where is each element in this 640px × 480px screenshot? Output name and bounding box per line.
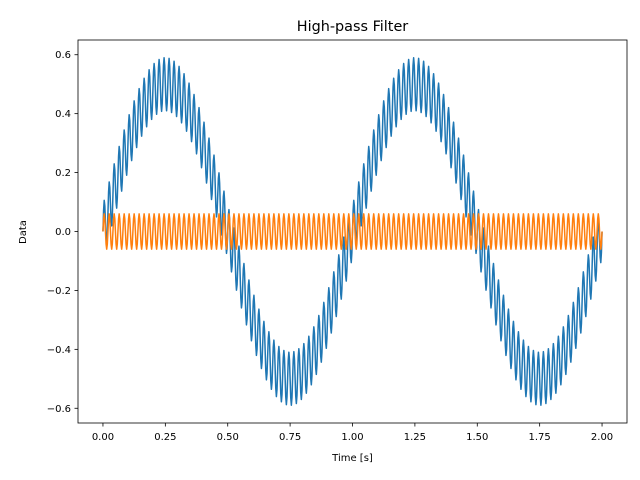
x-tick-label: 1.00	[341, 432, 363, 443]
y-axis-label: Data	[18, 220, 29, 244]
x-tick-label: 2.00	[591, 432, 613, 443]
x-tick-label: 1.50	[466, 432, 488, 443]
x-axis-label: Time [s]	[331, 453, 373, 464]
y-tick-label: 0.4	[55, 109, 71, 120]
x-tick-label: 1.75	[529, 432, 551, 443]
y-tick-label: −0.4	[47, 345, 71, 356]
y-tick-label: −0.6	[47, 404, 71, 415]
x-tick-label: 0.00	[92, 432, 114, 443]
series-line-filtered	[102, 213, 603, 250]
x-tick-label: 0.25	[154, 432, 176, 443]
x-tick-label: 0.50	[217, 432, 239, 443]
y-tick-label: 0.0	[55, 227, 71, 238]
x-tick-label: 0.75	[279, 432, 301, 443]
x-axis-ticks: 0.00 0.25 0.50 0.75 1.00 1.25 1.50 1.75 2.00	[92, 423, 613, 443]
chart-title: High-pass Filter	[297, 19, 409, 35]
y-tick-label: −0.2	[47, 286, 71, 297]
y-axis-ticks: −0.6 −0.4 −0.2 0.0 0.2 0.4 0.6	[47, 50, 78, 415]
series-layer	[102, 57, 603, 406]
x-tick-label: 1.25	[404, 432, 426, 443]
y-tick-label: 0.6	[55, 50, 71, 61]
y-tick-label: 0.2	[55, 168, 71, 179]
